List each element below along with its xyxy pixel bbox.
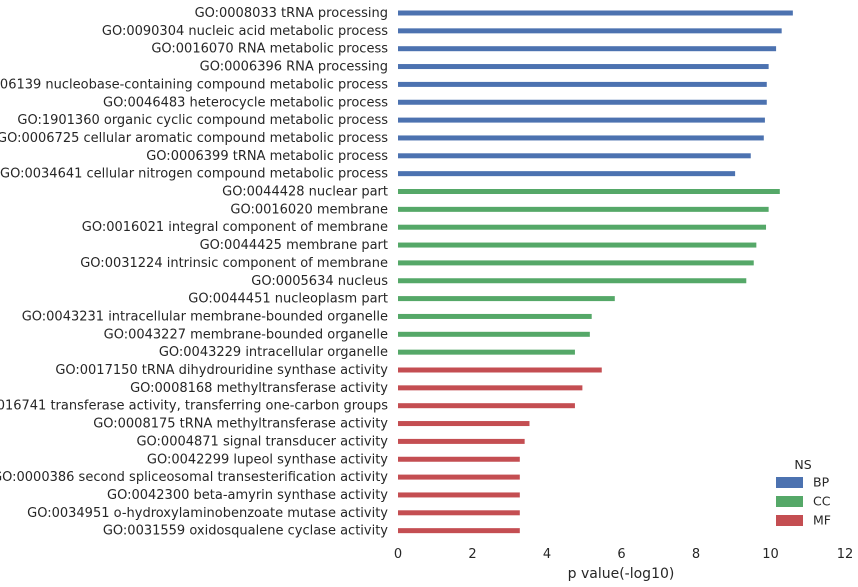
bar <box>398 153 751 159</box>
bars-layer <box>398 10 793 534</box>
category-label: GO:0008168 methyltransferase activity <box>130 381 388 396</box>
bar <box>398 403 575 409</box>
category-label: GO:0008175 tRNA methyltransferase activi… <box>93 417 388 432</box>
category-label: GO:0016020 membrane <box>230 202 388 217</box>
bar <box>398 242 757 248</box>
bar <box>398 99 767 105</box>
x-tick-label: 0 <box>394 547 402 562</box>
bar <box>398 81 767 87</box>
legend-swatch <box>776 477 803 488</box>
x-tick-label: 2 <box>468 547 476 562</box>
category-labels: GO:0008033 tRNA processing GO:0090304 nuc… <box>0 6 388 539</box>
category-label: GO:0042299 lupeol synthase activity <box>147 452 388 467</box>
x-tick-label: 12 <box>837 547 854 562</box>
category-label: GO:0044428 nuclear part <box>222 185 388 200</box>
category-label: GO:0031224 intrinsic component of membra… <box>80 256 388 271</box>
category-label: GO:0042300 beta-amyrin synthase activity <box>107 488 388 503</box>
bar <box>398 171 736 177</box>
category-label: GO:0016070 RNA metabolic process <box>151 42 388 57</box>
legend: NS BP CC MF <box>776 457 831 528</box>
bar <box>398 367 602 373</box>
category-label: GO:0044451 nucleoplasm part <box>188 292 388 307</box>
bar <box>398 46 777 52</box>
category-label: GO:0044425 membrane part <box>200 238 388 253</box>
x-tick-label: 10 <box>762 547 779 562</box>
x-tick-label: 6 <box>617 547 625 562</box>
category-label: GO:0005634 nucleus <box>251 274 388 289</box>
x-tick-label: 8 <box>692 547 700 562</box>
category-label: GO:0090304 nucleic acid metabolic proces… <box>102 24 388 39</box>
x-axis-title: p value(-log10) <box>568 566 675 582</box>
category-label: GO:0006139 nucleobase-containing compoun… <box>0 77 388 92</box>
x-tick-labels: 0 2 4 6 8 10 12 <box>394 547 853 562</box>
bar <box>398 296 615 302</box>
bar <box>398 278 747 284</box>
bar <box>398 313 592 319</box>
bar <box>398 117 765 123</box>
bar <box>398 224 767 230</box>
legend-label: MF <box>813 513 831 528</box>
legend-swatch <box>776 496 803 507</box>
bar <box>398 206 769 212</box>
category-label: GO:0043231 intracellular membrane-bounde… <box>22 309 388 324</box>
bar <box>398 385 583 391</box>
bar <box>398 456 520 462</box>
category-label: GO:0008033 tRNA processing <box>195 6 388 21</box>
category-label: GO:0043227 membrane-bounded organelle <box>104 327 388 342</box>
legend-label: BP <box>813 475 830 490</box>
bar <box>398 438 525 444</box>
category-label: GO:0004871 signal transducer activity <box>136 434 388 449</box>
category-label: GO:0006725 cellular aromatic compound me… <box>0 131 388 146</box>
bar <box>398 349 575 355</box>
legend-label: CC <box>813 494 831 509</box>
bar <box>398 28 782 34</box>
bar <box>398 510 520 516</box>
bar <box>398 135 764 141</box>
category-label: GO:0031559 oxidosqualene cyclase activit… <box>103 524 388 539</box>
category-label: GO:0016741 transferase activity, transfe… <box>0 399 388 414</box>
category-label: GO:0000386 second spliceosomal transeste… <box>0 470 388 485</box>
bar <box>398 474 520 480</box>
category-label: GO:0034641 cellular nitrogen compound me… <box>0 167 388 182</box>
category-label: GO:0043229 intracellular organelle <box>159 345 388 360</box>
legend-entries: BP CC MF <box>776 475 831 528</box>
category-label: GO:0006396 RNA processing <box>200 60 388 75</box>
bar <box>398 331 590 337</box>
category-label: GO:0046483 heterocycle metabolic process <box>103 95 388 110</box>
category-label: GO:0016021 integral component of membran… <box>82 220 388 235</box>
category-label: GO:0006399 tRNA metabolic process <box>146 149 388 164</box>
category-label: GO:0034951 o-hydroxylaminobenzoate mutas… <box>27 506 388 521</box>
bar <box>398 492 520 498</box>
bar <box>398 64 769 70</box>
category-label: GO:0017150 tRNA dihydrouridine synthase … <box>55 363 388 378</box>
bar <box>398 260 754 266</box>
category-label: GO:1901360 organic cyclic compound metab… <box>17 113 388 128</box>
bar <box>398 10 793 16</box>
x-tick-label: 4 <box>543 547 551 562</box>
bar <box>398 528 520 534</box>
legend-title: NS <box>794 457 811 472</box>
bar <box>398 421 530 427</box>
bar <box>398 189 780 194</box>
legend-swatch <box>776 515 803 526</box>
